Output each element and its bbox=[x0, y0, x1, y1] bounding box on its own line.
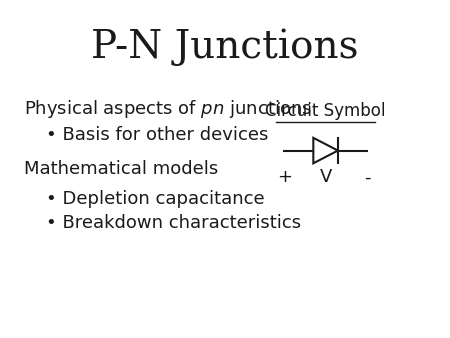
Text: • Depletion capacitance: • Depletion capacitance bbox=[46, 190, 265, 208]
Text: Circuit Symbol: Circuit Symbol bbox=[266, 102, 386, 120]
Text: • Basis for other devices: • Basis for other devices bbox=[46, 126, 269, 144]
Text: Mathematical models: Mathematical models bbox=[24, 160, 218, 178]
Text: P-N Junctions: P-N Junctions bbox=[91, 28, 359, 66]
Text: Physical aspects of $\it{pn}$ junctions: Physical aspects of $\it{pn}$ junctions bbox=[24, 98, 312, 120]
Text: V: V bbox=[320, 168, 332, 186]
Text: -: - bbox=[364, 168, 370, 186]
Text: +: + bbox=[277, 168, 292, 186]
Text: • Breakdown characteristics: • Breakdown characteristics bbox=[46, 214, 301, 232]
